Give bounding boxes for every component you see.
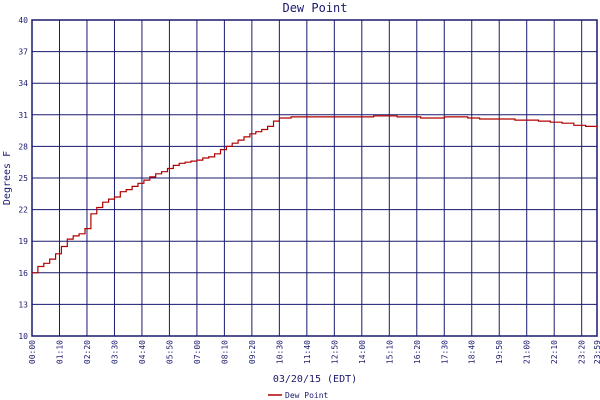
y-tick-label: 22 bbox=[18, 206, 28, 215]
y-axis-ticks: 10 13 16 19 22 25 28 31 34 37 40 bbox=[18, 16, 28, 341]
x-tick-label: 08:10 bbox=[220, 340, 229, 364]
y-tick-label: 28 bbox=[18, 142, 28, 151]
dew-point-series-line bbox=[32, 115, 598, 274]
y-tick-label: 25 bbox=[18, 174, 28, 183]
y-tick-label: 19 bbox=[18, 237, 28, 246]
x-tick-label: 01:10 bbox=[55, 340, 64, 364]
x-tick-label: 09:20 bbox=[248, 340, 257, 364]
x-tick-label: 14:00 bbox=[358, 340, 367, 364]
y-tick-label: 10 bbox=[18, 332, 28, 341]
x-tick-label: 03:30 bbox=[110, 340, 119, 364]
x-tick-label: 05:50 bbox=[165, 340, 174, 364]
y-tick-label: 37 bbox=[18, 48, 28, 57]
y-tick-label: 16 bbox=[18, 269, 28, 278]
x-tick-label: 00:00 bbox=[28, 340, 37, 364]
x-tick-label: 16:20 bbox=[413, 340, 422, 364]
y-tick-label: 31 bbox=[18, 111, 28, 120]
legend: Dew Point bbox=[268, 391, 329, 400]
x-tick-label: 22:10 bbox=[550, 340, 559, 364]
x-tick-label: 23:20 bbox=[578, 340, 587, 364]
x-tick-label: 11:40 bbox=[303, 340, 312, 364]
x-tick-label: 18:40 bbox=[468, 340, 477, 364]
x-tick-label: 15:10 bbox=[385, 340, 394, 364]
x-axis-label: 03/20/15 (EDT) bbox=[273, 374, 357, 385]
x-tick-label: 04:40 bbox=[138, 340, 147, 364]
x-tick-label: 07:00 bbox=[193, 340, 202, 364]
x-tick-label: 10:30 bbox=[275, 340, 284, 364]
x-tick-label: 12:50 bbox=[330, 340, 339, 364]
x-tick-label: 17:30 bbox=[440, 340, 449, 364]
x-tick-label: 02:20 bbox=[83, 340, 92, 364]
plot-area-frame bbox=[31, 19, 598, 337]
y-tick-label: 40 bbox=[18, 16, 28, 25]
x-tick-label: 19:50 bbox=[495, 340, 504, 364]
y-tick-label: 13 bbox=[18, 300, 28, 309]
legend-label: Dew Point bbox=[285, 391, 329, 400]
grid-lines bbox=[31, 19, 598, 337]
y-tick-label: 34 bbox=[18, 79, 28, 88]
x-tick-label: 21:00 bbox=[523, 340, 532, 364]
x-axis-ticks: 00:00 01:10 02:20 03:30 04:40 05:50 07:00 08:10… bbox=[28, 340, 600, 364]
y-axis-label: Degrees F bbox=[2, 151, 13, 205]
x-tick-label: 23:59 bbox=[593, 340, 600, 364]
chart-title: Dew Point bbox=[282, 1, 347, 15]
